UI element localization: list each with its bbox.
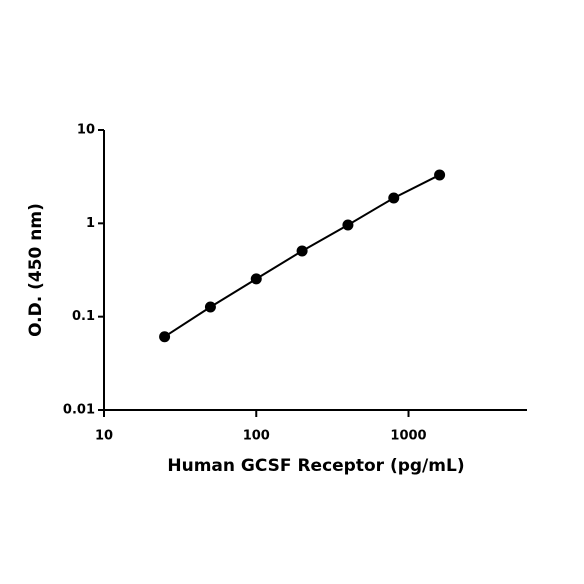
data-point — [434, 169, 446, 181]
y-tick-label: 0.01 — [63, 403, 95, 418]
y-axis-title: O.D. (450 nm) — [26, 203, 46, 337]
x-tick-label: 1000 — [390, 429, 426, 444]
data-point — [250, 273, 262, 285]
data-point — [159, 331, 171, 343]
x-tick-label: 100 — [243, 429, 270, 444]
y-tick-label: 1 — [86, 216, 95, 231]
y-tick-label: 0.1 — [72, 309, 95, 324]
x-axis-title: Human GCSF Receptor (pg/mL) — [167, 456, 464, 476]
y-tick-label: 10 — [77, 123, 95, 138]
data-point — [342, 219, 354, 231]
data-point — [204, 301, 216, 313]
data-point — [296, 245, 308, 257]
data-point — [388, 192, 400, 204]
x-tick-label: 10 — [95, 429, 113, 444]
